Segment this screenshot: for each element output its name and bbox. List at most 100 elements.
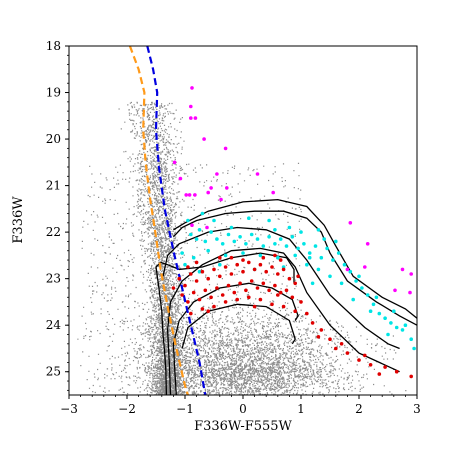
- red-star-3: [189, 272, 193, 276]
- magenta-star-15: [193, 193, 197, 197]
- red-star-15: [258, 262, 263, 267]
- red-star-75: [296, 274, 300, 279]
- red-star-34: [249, 279, 254, 283]
- red-star-18: [276, 272, 280, 276]
- cyan-star-78: [307, 255, 312, 260]
- red-star-36: [261, 281, 266, 286]
- cyan-star-16: [267, 235, 271, 239]
- cyan-star-24: [313, 244, 318, 248]
- cyan-star-36: [383, 316, 387, 321]
- cyan-star-38: [394, 325, 399, 330]
- cyan-star-4: [197, 228, 202, 232]
- red-star-76: [206, 309, 210, 314]
- cyan-star-55: [247, 216, 251, 220]
- cyan-star-50: [316, 267, 321, 272]
- red-star-40: [284, 288, 289, 293]
- red-star-5: [200, 269, 205, 274]
- cyan-star-62: [218, 262, 222, 267]
- red-star-70: [339, 342, 344, 346]
- cyan-star-30: [348, 269, 353, 274]
- cyan-star-45: [241, 251, 245, 255]
- red-star-17: [270, 265, 274, 269]
- red-star-26: [203, 288, 208, 293]
- x-tick-label: 2: [355, 402, 363, 416]
- red-star-67: [394, 369, 399, 374]
- red-star-62: [334, 346, 338, 351]
- red-star-33: [244, 288, 248, 293]
- magenta-star-16: [206, 190, 210, 195]
- cyan-star-39: [400, 328, 405, 332]
- cyan-star-74: [374, 295, 379, 300]
- magenta-star-27: [345, 267, 350, 272]
- red-star-41: [290, 295, 295, 300]
- red-star-60: [319, 328, 324, 332]
- cyan-star-76: [412, 346, 416, 351]
- cyan-star-49: [305, 262, 309, 267]
- red-star-54: [241, 258, 245, 262]
- magenta-star-28: [393, 288, 397, 293]
- y-tick-label: 18: [46, 39, 61, 53]
- red-star-63: [345, 351, 350, 355]
- y-axis-label: F336W: [11, 196, 26, 244]
- red-star-74: [273, 253, 277, 258]
- red-star-11: [235, 262, 239, 267]
- cyan-star-46: [258, 253, 263, 258]
- magenta-star-21: [348, 221, 353, 225]
- magenta-star-12: [225, 186, 229, 190]
- isochrone-line-4: [181, 303, 296, 349]
- red-star-65: [368, 363, 373, 367]
- cyan-star-5: [203, 239, 208, 244]
- red-star-64: [357, 358, 361, 362]
- cyan-star-44: [223, 253, 228, 258]
- red-star-4: [194, 279, 199, 283]
- red-star-14: [252, 267, 257, 272]
- cyan-star-11: [238, 235, 242, 239]
- cyan-star-33: [365, 293, 370, 297]
- red-star-2: [183, 283, 187, 288]
- cyan-star-77: [403, 323, 408, 328]
- magenta-star-6: [223, 146, 228, 151]
- red-star-6: [206, 276, 210, 281]
- red-star-45: [223, 300, 228, 304]
- isochrone-line-2: [166, 247, 400, 395]
- y-tick-label: 22: [46, 225, 61, 239]
- red-star-59: [310, 321, 315, 325]
- red-star-77: [252, 304, 257, 309]
- red-star-35: [255, 286, 260, 290]
- red-star-39: [278, 290, 283, 295]
- red-star-20: [287, 276, 292, 281]
- x-tick-label: −2: [118, 402, 136, 416]
- cyan-star-6: [209, 230, 213, 234]
- red-star-46: [235, 297, 239, 302]
- y-tick-label: 23: [46, 272, 61, 286]
- y-tick-label: 20: [46, 132, 61, 146]
- cyan-star-70: [273, 228, 277, 232]
- red-star-43: [200, 307, 205, 311]
- x-tick-label: 0: [239, 402, 247, 416]
- red-star-38: [273, 283, 277, 288]
- cyan-star-42: [191, 255, 196, 260]
- cyan-star-12: [244, 242, 248, 246]
- red-star-80: [363, 353, 367, 358]
- x-axis-ticks: −3 −2 −1 0 1 2 3: [60, 395, 421, 416]
- cyan-star-40: [409, 337, 414, 342]
- cyan-star-72: [322, 237, 327, 241]
- red-star-29: [220, 293, 225, 297]
- cyan-star-53: [200, 211, 205, 216]
- red-star-37: [267, 288, 271, 293]
- red-star-71: [171, 286, 176, 290]
- magenta-star-14: [187, 193, 192, 197]
- cyan-star-18: [278, 237, 283, 241]
- y-tick-label: 25: [46, 365, 61, 379]
- red-star-42: [189, 311, 193, 316]
- cyan-star-31: [354, 279, 358, 283]
- red-star-30: [226, 283, 231, 288]
- magenta-star-1: [190, 86, 194, 90]
- magenta-star-8: [215, 172, 219, 176]
- cyan-star-22: [302, 242, 306, 246]
- cyan-star-69: [229, 225, 234, 230]
- cyan-star-19: [284, 244, 289, 248]
- red-star-52: [194, 260, 199, 265]
- magenta-star-20: [205, 225, 209, 230]
- x-tick-label: 3: [413, 402, 421, 416]
